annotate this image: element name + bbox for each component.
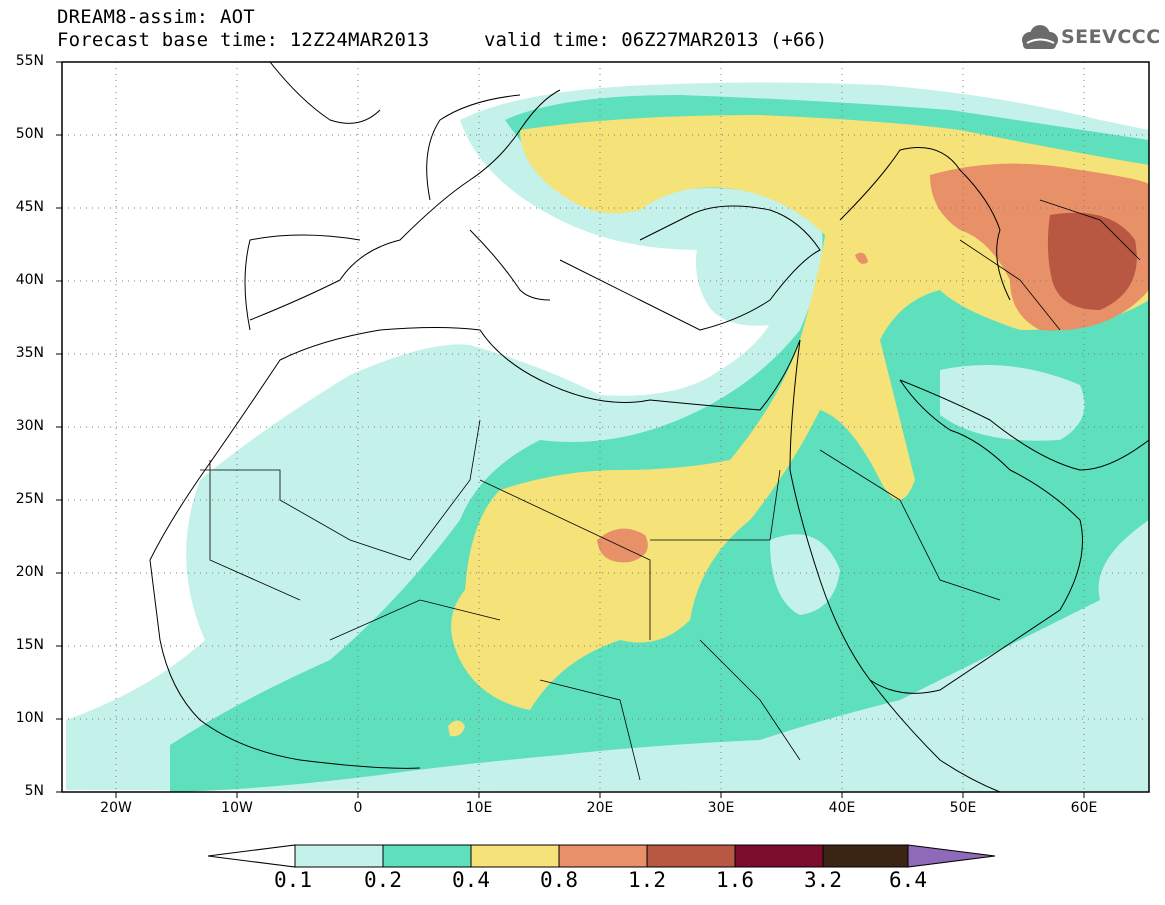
lon-label-10w: 10W — [221, 800, 253, 816]
lat-label-55n: 55N — [15, 53, 44, 69]
lat-label-35n: 35N — [15, 345, 44, 361]
colorbar-label: 1.6 — [716, 868, 754, 892]
logo-text: SEEVCCC — [1061, 26, 1161, 48]
lon-label-50e: 50E — [949, 800, 977, 816]
lon-label-20e: 20E — [586, 800, 614, 816]
colorbar-label: 6.4 — [889, 868, 927, 892]
lat-label-50n: 50N — [15, 126, 44, 142]
forecast-base-time: Forecast base time: 12Z24MAR2013 — [57, 29, 430, 51]
lat-label-40n: 40N — [15, 272, 44, 288]
lon-label-10e: 10E — [465, 800, 493, 816]
lon-label-0: 0 — [353, 800, 363, 816]
lat-label-5n: 5N — [24, 783, 44, 799]
lat-label-30n: 30N — [15, 418, 44, 434]
valid-time: valid time: 06Z27MAR2013 (+66) — [484, 29, 828, 51]
coastlines — [149, 62, 1149, 792]
colorbar-label: 0.8 — [540, 868, 578, 892]
colorbar-label: 0.1 — [274, 868, 312, 892]
colorbar-label: 0.2 — [364, 868, 402, 892]
colorbar-label: 0.4 — [452, 868, 490, 892]
lon-label-20w: 20W — [100, 800, 132, 816]
lon-label-60e: 60E — [1070, 800, 1098, 816]
lat-label-20n: 20N — [15, 564, 44, 580]
map-title: DREAM8-assim: AOT — [57, 6, 255, 28]
lat-label-45n: 45N — [15, 199, 44, 215]
aot-field-1.2 — [1047, 212, 1137, 310]
lat-label-10n: 10N — [15, 710, 44, 726]
colorbar-label: 3.2 — [804, 868, 842, 892]
colorbar-label: 1.2 — [628, 868, 666, 892]
lon-label-30e: 30E — [707, 800, 735, 816]
lat-label-25n: 25N — [15, 491, 44, 507]
lat-label-15n: 15N — [15, 637, 44, 653]
cloud-icon — [1022, 25, 1058, 49]
lon-label-40e: 40E — [828, 800, 856, 816]
borders — [200, 199, 1141, 781]
